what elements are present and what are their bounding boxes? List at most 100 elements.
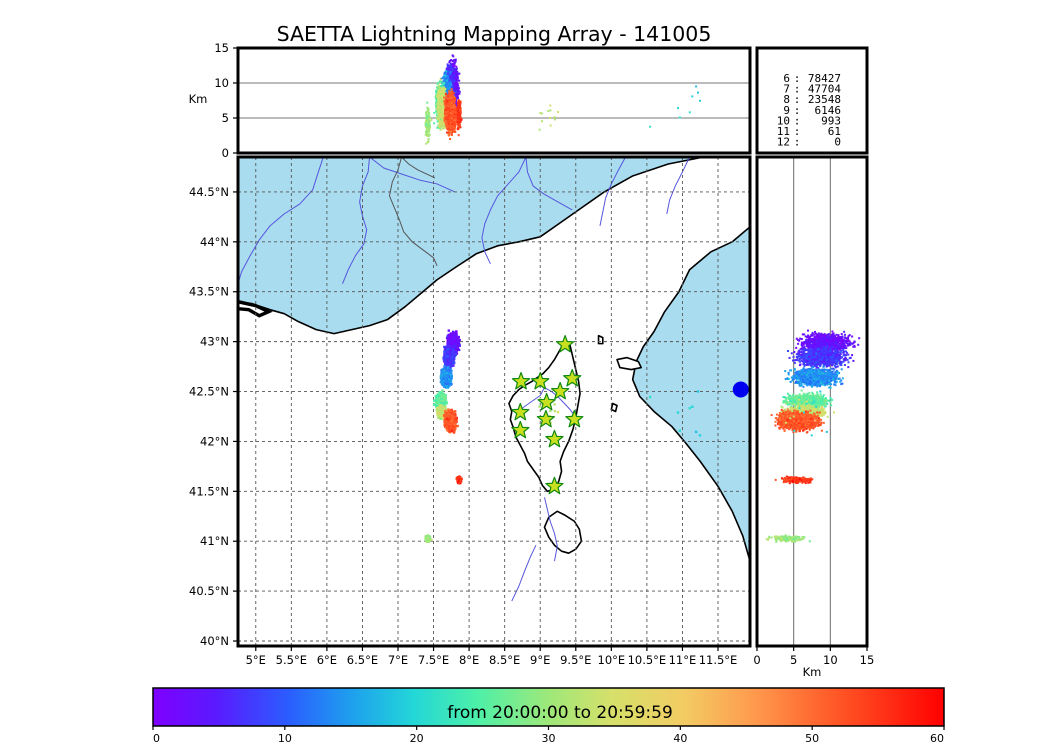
lightning-source-point — [449, 62, 452, 65]
lightning-source-point — [455, 65, 458, 68]
top-panel-background — [238, 48, 750, 153]
lightning-source-point — [449, 64, 452, 67]
lightning-source-point — [441, 77, 444, 80]
lightning-source-point — [452, 67, 455, 69]
lightning-source-point — [441, 92, 444, 95]
lightning-source-point — [451, 60, 454, 63]
lightning-source-point — [448, 60, 451, 62]
lightning-source-point — [452, 55, 455, 58]
lightning-source-point — [441, 121, 444, 124]
lightning-source-point — [439, 96, 442, 99]
lightning-source-point — [450, 76, 453, 79]
lightning-source-point — [454, 58, 457, 61]
lightning-source-point — [448, 76, 451, 79]
lightning-source-point — [453, 64, 456, 67]
lightning-source-point — [444, 75, 447, 77]
lightning-source-point — [435, 104, 437, 107]
lightning-source-point — [435, 94, 438, 97]
lightning-source-point — [437, 109, 440, 112]
lightning-source-point — [456, 88, 459, 91]
lightning-source-point — [439, 78, 442, 81]
lightning-source-point — [439, 89, 442, 91]
lightning-source-point — [445, 76, 448, 79]
lightning-source-point — [435, 102, 438, 105]
lightning-source-point — [440, 96, 443, 99]
lightning-source-point — [440, 94, 443, 97]
lightning-source-point — [442, 96, 444, 99]
lightning-source-point — [439, 87, 442, 90]
lightning-source-point — [440, 105, 443, 108]
lightning-source-point — [441, 127, 444, 130]
lightning-source-point — [439, 85, 442, 87]
lightning-source-point — [441, 83, 444, 86]
lightning-source-point — [441, 89, 444, 92]
lightning-source-point — [456, 76, 459, 79]
lightning-source-point — [444, 89, 447, 92]
lightning-source-point — [441, 84, 444, 87]
top-panel-gridlines — [238, 82, 750, 119]
lightning-source-point — [446, 63, 449, 66]
lightning-source-point — [448, 73, 451, 76]
lightning-source-point — [446, 70, 449, 73]
lightning-source-point — [441, 100, 443, 102]
lightning-source-point — [436, 120, 439, 123]
lightning-source-point — [441, 114, 444, 116]
lightning-source-point — [437, 113, 440, 116]
lightning-source-point — [437, 126, 440, 129]
lightning-source-point — [443, 107, 446, 110]
lightning-source-point — [446, 79, 449, 82]
lightning-source-point — [443, 126, 446, 129]
lightning-source-point — [436, 126, 439, 129]
lightning-source-point — [437, 85, 440, 88]
lightning-source-point — [451, 84, 454, 87]
lightning-source-point — [452, 65, 455, 68]
lightning-source-point — [448, 83, 451, 86]
lightning-source-point — [437, 81, 440, 84]
lightning-source-point — [437, 99, 439, 102]
lightning-source-point — [441, 87, 444, 90]
lightning-source-point — [435, 116, 438, 119]
lightning-source-point — [449, 66, 452, 69]
lightning-source-point — [441, 109, 444, 111]
lightning-source-point — [443, 81, 446, 84]
lightning-source-point — [444, 81, 447, 84]
lightning-source-point — [452, 62, 455, 65]
lightning-source-point — [453, 59, 456, 61]
lightning-source-point — [447, 80, 450, 83]
lightning-source-point — [456, 92, 459, 95]
lightning-source-point — [435, 113, 438, 116]
lightning-source-point — [437, 90, 440, 93]
lightning-source-point — [443, 124, 446, 127]
lightning-source-point — [435, 97, 438, 100]
lightning-source-point — [436, 83, 439, 85]
lightning-source-point — [442, 125, 444, 128]
lightning-source-point — [446, 75, 449, 78]
lightning-source-point — [443, 104, 446, 107]
lightning-source-point — [439, 118, 442, 121]
lightning-source-point — [452, 69, 455, 72]
lightning-source-point — [441, 82, 443, 85]
lightning-source-point — [439, 109, 442, 111]
page-title: SAETTA Lightning Mapping Array - 141005 — [277, 22, 712, 46]
lightning-source-point — [444, 73, 447, 76]
lightning-source-point — [439, 100, 442, 103]
lightning-source-point — [452, 78, 455, 81]
lightning-source-point — [453, 61, 456, 64]
lightning-source-point — [442, 119, 445, 122]
lightning-source-point — [445, 84, 448, 87]
lightning-source-point — [438, 116, 441, 119]
lightning-source-point — [444, 71, 447, 74]
lightning-source-point — [448, 85, 451, 88]
lightning-source-point — [436, 110, 439, 113]
lightning-source-point — [449, 75, 452, 78]
lightning-source-point — [447, 83, 449, 86]
lightning-source-point — [449, 71, 452, 74]
lightning-source-point — [454, 78, 457, 81]
lightning-source-point — [437, 84, 440, 87]
lightning-source-point — [438, 121, 441, 124]
lightning-source-point — [452, 84, 455, 87]
lightning-source-point — [446, 73, 449, 76]
lightning-source-point — [443, 87, 446, 90]
lightning-source-point — [440, 90, 443, 93]
